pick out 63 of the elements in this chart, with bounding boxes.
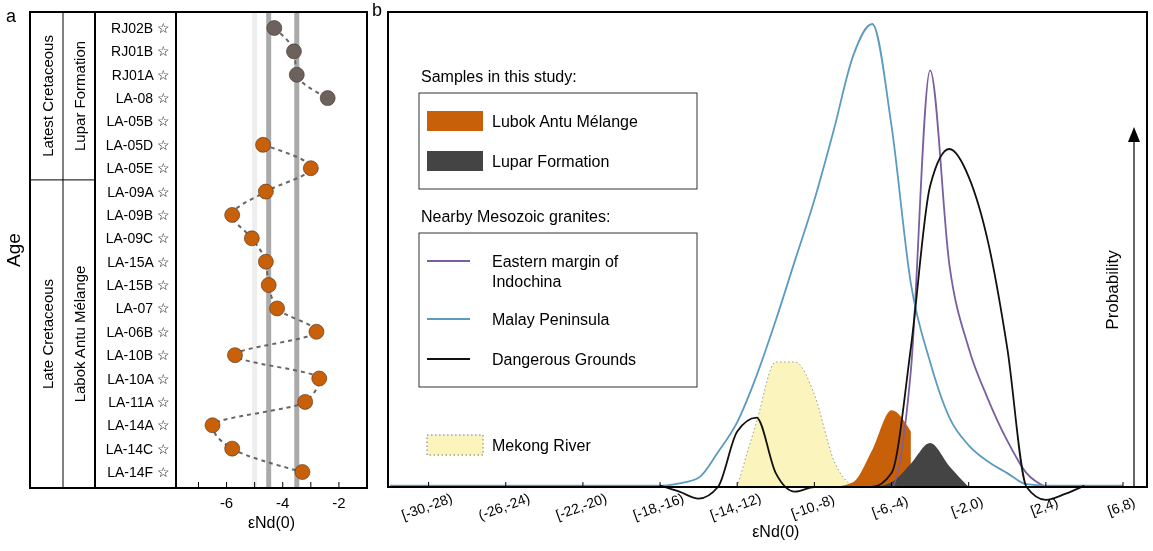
y-tick-label: RJ01A ☆ [111, 66, 170, 83]
y-axis-title: Probability [1103, 249, 1122, 330]
point [255, 137, 271, 153]
legend-label: Lupar Formation [492, 153, 610, 170]
point [303, 160, 319, 177]
point [258, 183, 274, 200]
y-tick-label: LA-05E ☆ [106, 160, 170, 177]
y-tick-label: LA-15B ☆ [106, 277, 170, 294]
x-tick-label: [6,8) [1105, 493, 1138, 519]
x-tick-label: -4 [276, 494, 290, 511]
annotation: Samples in this study: [421, 68, 577, 85]
y-tick-label: LA-09A ☆ [107, 183, 170, 200]
y-tick-label: LA-15A ☆ [107, 253, 170, 270]
point [319, 90, 336, 106]
y-tick-label: LA-11A ☆ [108, 393, 170, 410]
y-tick-label: LA-08 ☆ [115, 90, 170, 107]
y-tick-label: LA-10A ☆ [107, 370, 170, 387]
point [204, 417, 221, 434]
y-tick-label: LA-09B ☆ [106, 206, 170, 223]
y-tick-label: RJ02B ☆ [111, 20, 170, 36]
point [269, 300, 285, 317]
text: Latest Cretaceous [38, 35, 56, 157]
point [224, 440, 240, 457]
y-tick-label: LA-06B ☆ [106, 323, 170, 340]
point [311, 370, 328, 387]
chart-title: b [372, 0, 383, 20]
text: Late Cretaceous [38, 278, 56, 389]
annotation: Nearby Mesozoic granites: [421, 208, 611, 225]
legend-label: Eastern margin of Indochina [492, 253, 619, 290]
point [297, 394, 314, 410]
x-tick-label: -6 [219, 494, 234, 511]
point [288, 66, 305, 83]
point [244, 230, 260, 247]
y-axis-title: Age [3, 233, 24, 267]
text: Lupar Formation [71, 40, 88, 151]
y-tick-label: LA-14A ☆ [107, 417, 170, 434]
text: Labok Antu Mélange [71, 265, 88, 403]
y-tick-label: LA-14C ☆ [105, 440, 170, 457]
point [227, 347, 243, 363]
y-tick-label: LA-14F ☆ [107, 464, 170, 480]
legend-label: Dangerous Grounds [492, 351, 637, 368]
y-tick-label: LA-07 ☆ [115, 300, 170, 317]
point [260, 277, 277, 293]
point [258, 253, 274, 270]
text: a [6, 6, 17, 26]
y-tick-label: LA-09C ☆ [105, 230, 170, 247]
x-tick-label: -2 [332, 494, 346, 511]
y-tick-label: LA-10B ☆ [106, 347, 170, 364]
point [308, 323, 325, 340]
point [294, 464, 311, 480]
y-tick-label: LA-05D ☆ [105, 136, 170, 153]
y-tick-label: LA-05B ☆ [106, 113, 170, 130]
legend-label: Mekong River [492, 437, 592, 454]
point [266, 20, 283, 36]
legend-label: Lubok Antu Mélange [492, 113, 638, 130]
y-tick-label: RJ01B ☆ [111, 43, 170, 60]
x-axis-title: εNd(0) [247, 514, 296, 531]
point [286, 43, 302, 60]
point [224, 207, 240, 223]
x-axis-title: εNd(0) [752, 523, 800, 540]
legend-label: Malay Peninsula [492, 311, 610, 328]
x-tick-label: [2,4) [1028, 493, 1061, 519]
x-tick-label: [-2,0) [948, 493, 986, 520]
